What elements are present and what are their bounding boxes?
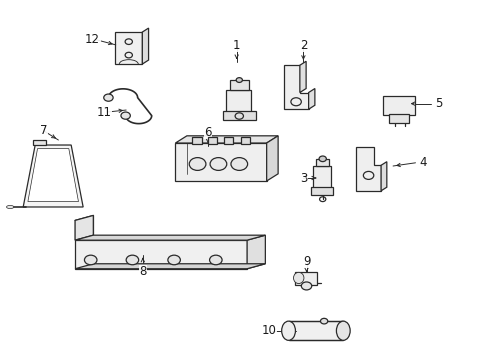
Polygon shape xyxy=(380,162,386,191)
Text: 8: 8 xyxy=(139,265,146,278)
Polygon shape xyxy=(299,61,305,93)
Text: 1: 1 xyxy=(232,39,240,52)
Bar xyxy=(310,187,332,195)
Bar xyxy=(207,138,217,144)
Circle shape xyxy=(84,255,97,265)
Circle shape xyxy=(189,158,205,170)
Text: 11: 11 xyxy=(96,105,111,118)
Circle shape xyxy=(318,156,325,162)
Text: 4: 4 xyxy=(419,156,427,169)
Ellipse shape xyxy=(6,206,14,208)
Text: 6: 6 xyxy=(204,126,211,139)
Polygon shape xyxy=(283,65,308,109)
Bar xyxy=(315,159,328,166)
Circle shape xyxy=(230,158,247,170)
Circle shape xyxy=(236,78,242,82)
Polygon shape xyxy=(246,235,265,269)
Bar xyxy=(383,96,415,115)
Polygon shape xyxy=(75,215,93,240)
Polygon shape xyxy=(28,149,78,202)
Circle shape xyxy=(126,255,139,265)
Bar xyxy=(388,114,408,123)
Polygon shape xyxy=(266,136,278,181)
Text: 2: 2 xyxy=(299,39,306,52)
Bar xyxy=(226,90,251,112)
Polygon shape xyxy=(75,240,246,269)
Bar xyxy=(229,80,248,90)
Bar xyxy=(288,321,343,340)
Circle shape xyxy=(210,158,226,170)
Bar xyxy=(222,111,256,120)
Ellipse shape xyxy=(281,321,295,340)
Polygon shape xyxy=(175,136,278,143)
Bar xyxy=(223,138,233,144)
Text: 12: 12 xyxy=(85,33,100,46)
Polygon shape xyxy=(75,264,265,269)
Text: 7: 7 xyxy=(40,124,47,137)
Circle shape xyxy=(103,94,113,101)
Circle shape xyxy=(121,112,130,119)
Bar xyxy=(192,138,202,144)
Text: 3: 3 xyxy=(300,171,307,185)
Bar xyxy=(294,272,316,285)
Bar xyxy=(175,143,266,181)
Circle shape xyxy=(320,318,327,324)
Bar xyxy=(33,140,45,145)
Circle shape xyxy=(301,282,311,290)
Text: 5: 5 xyxy=(434,97,441,110)
Polygon shape xyxy=(23,145,83,207)
Ellipse shape xyxy=(293,273,304,284)
Circle shape xyxy=(209,255,222,265)
Polygon shape xyxy=(308,89,314,109)
Polygon shape xyxy=(355,147,380,191)
Polygon shape xyxy=(142,28,148,64)
Circle shape xyxy=(167,255,180,265)
Bar xyxy=(115,32,142,64)
Polygon shape xyxy=(75,235,265,240)
Text: 10: 10 xyxy=(261,324,276,337)
Text: 9: 9 xyxy=(302,255,310,268)
Bar xyxy=(313,166,330,188)
Ellipse shape xyxy=(336,321,349,340)
Bar xyxy=(241,138,250,144)
